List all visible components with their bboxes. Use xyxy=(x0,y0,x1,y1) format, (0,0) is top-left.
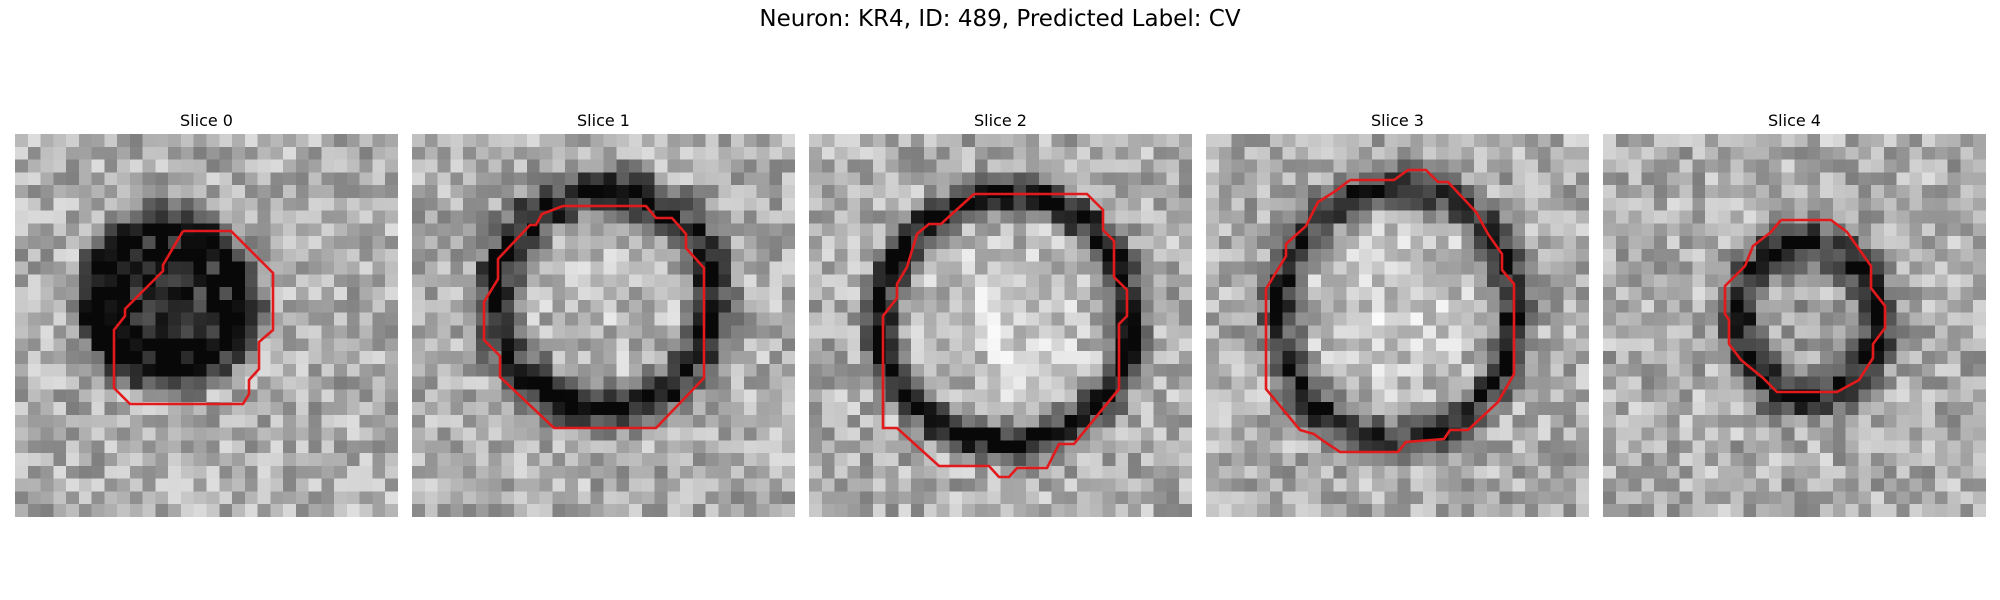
slice-title: Slice 1 xyxy=(577,111,630,130)
slice-title: Slice 2 xyxy=(974,111,1027,130)
segmentation-contour xyxy=(1264,168,1516,454)
slice-title: Slice 4 xyxy=(1768,111,1821,130)
slice-title: Slice 0 xyxy=(180,111,233,130)
segmentation-overlay xyxy=(881,192,1129,479)
segmentation-contour xyxy=(1723,218,1887,394)
slice-panel-3: Slice 3 xyxy=(1206,109,1589,517)
em-grayscale-image xyxy=(809,134,1192,517)
em-image xyxy=(1206,134,1589,517)
em-image xyxy=(412,134,795,517)
segmentation-overlay xyxy=(112,229,275,406)
segmentation-contour xyxy=(112,229,275,406)
em-image xyxy=(15,134,398,517)
slice-panel-4: Slice 4 xyxy=(1603,109,1986,517)
em-grayscale-image xyxy=(1603,134,1986,517)
slice-panel-1: Slice 1 xyxy=(412,109,795,517)
segmentation-overlay xyxy=(1723,218,1887,394)
slice-title: Slice 3 xyxy=(1371,111,1424,130)
segmentation-overlay xyxy=(482,204,706,430)
segmentation-overlay xyxy=(1264,168,1516,454)
segmentation-contour xyxy=(881,192,1129,479)
slice-panel-0: Slice 0 xyxy=(15,109,398,517)
segmentation-contour xyxy=(482,204,706,430)
em-grayscale-image xyxy=(15,134,398,517)
em-image xyxy=(1603,134,1986,517)
em-grayscale-image xyxy=(412,134,795,517)
em-image xyxy=(809,134,1192,517)
slice-panel-2: Slice 2 xyxy=(809,109,1192,517)
figure-title: Neuron: KR4, ID: 489, Predicted Label: C… xyxy=(759,6,1241,32)
